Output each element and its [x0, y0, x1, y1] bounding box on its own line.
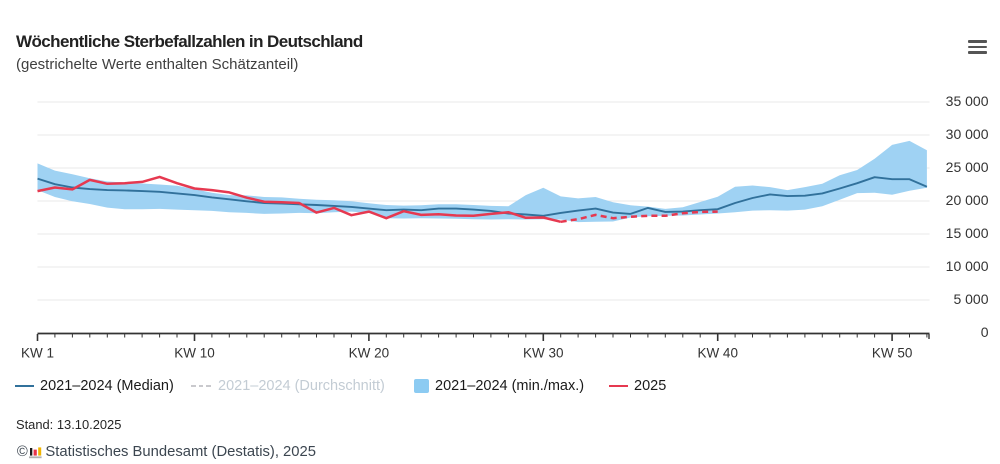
svg-text:15 000: 15 000 — [946, 225, 989, 241]
svg-text:30 000: 30 000 — [946, 126, 989, 142]
svg-text:KW 1: KW 1 — [21, 346, 54, 361]
svg-text:KW 10: KW 10 — [174, 346, 215, 361]
svg-text:35 000: 35 000 — [946, 93, 989, 109]
svg-text:KW 30: KW 30 — [523, 346, 564, 361]
svg-text:20 000: 20 000 — [946, 192, 989, 208]
svg-text:25 000: 25 000 — [946, 159, 989, 175]
svg-text:KW 40: KW 40 — [697, 346, 738, 361]
svg-text:0: 0 — [981, 324, 989, 340]
svg-text:KW 20: KW 20 — [349, 346, 390, 361]
svg-text:KW 50: KW 50 — [872, 346, 913, 361]
svg-text:10 000: 10 000 — [946, 258, 989, 274]
svg-text:5 000: 5 000 — [953, 291, 988, 307]
